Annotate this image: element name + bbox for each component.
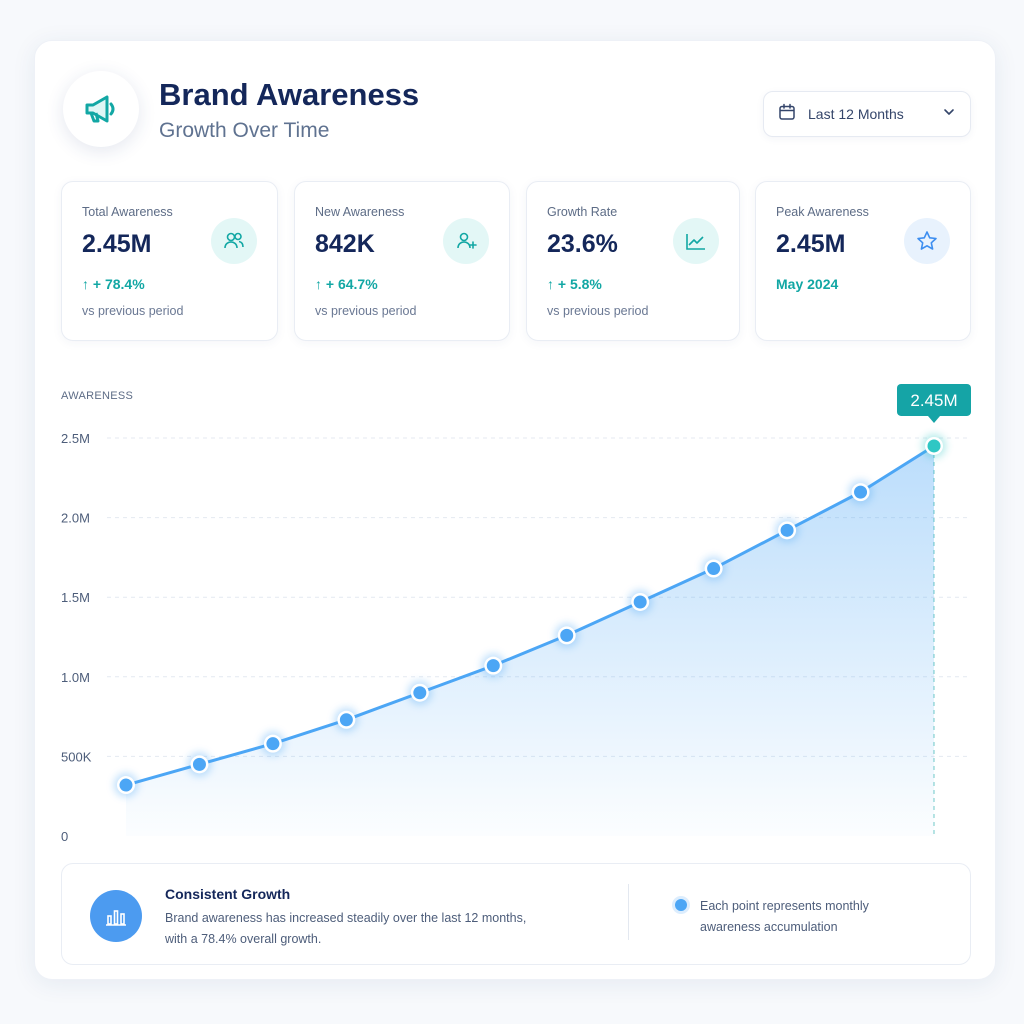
y-tick-label: 500K: [61, 749, 92, 764]
data-point: [560, 628, 574, 642]
stat-change: ↑ + 5.8%: [547, 276, 602, 292]
data-point: [486, 659, 500, 673]
dashboard-card: Brand Awareness Growth Over Time Last 12…: [34, 40, 996, 980]
y-tick-label: 1.0M: [61, 670, 90, 685]
chevron-down-icon: [942, 105, 956, 124]
data-point: [192, 757, 206, 771]
stat-note: vs previous period: [547, 304, 649, 318]
y-tick-label: 0: [61, 829, 68, 844]
page-subtitle: Growth Over Time: [159, 119, 330, 142]
calendar-icon: [778, 103, 796, 126]
user-plus-icon: [443, 218, 489, 264]
tooltip-pointer: [928, 415, 940, 423]
data-point: [780, 523, 794, 537]
y-tick-label: 1.5M: [61, 590, 90, 605]
insight-panel: Consistent Growth Brand awareness has in…: [61, 863, 971, 965]
tooltip-text: 2.45M: [910, 391, 957, 410]
stat-card-peak-awareness: Peak Awareness 2.45M May 2024: [755, 181, 971, 341]
value-tooltip: [897, 383, 971, 416]
date-range-dropdown[interactable]: Last 12 Months: [763, 91, 971, 137]
stat-card-growth-rate: Growth Rate 23.6% ↑ + 5.8% vs previous p…: [526, 181, 740, 341]
divider: [628, 884, 629, 940]
data-point: [119, 778, 133, 792]
stat-change: ↑ + 64.7%: [315, 276, 378, 292]
stat-label: Growth Rate: [547, 205, 618, 219]
stat-note: vs previous period: [82, 304, 184, 318]
date-range-label: Last 12 Months: [808, 106, 904, 122]
stat-value: 2.45M: [776, 230, 846, 258]
stat-label: Peak Awareness: [776, 205, 869, 219]
series-line: [125, 444, 935, 787]
stat-change: ↑ + 78.4%: [82, 276, 145, 292]
star-icon: [904, 218, 950, 264]
y-tick-label: 2.0M: [61, 511, 90, 526]
data-point: [266, 737, 280, 751]
data-point: [927, 439, 941, 453]
stat-note: vs previous period: [315, 304, 417, 318]
megaphone-icon: [63, 71, 139, 147]
data-point: [707, 562, 721, 576]
peak-date: May 2024: [776, 276, 839, 292]
page-title: Brand Awareness: [159, 77, 420, 112]
bar-chart-icon: [90, 890, 142, 942]
insight-text: Brand awareness has increased steadily o…: [165, 911, 527, 946]
data-point: [854, 485, 868, 499]
legend-text: Each point represents monthly awareness …: [700, 899, 869, 934]
stat-value: 23.6%: [547, 230, 618, 258]
stat-value: 2.45M: [82, 230, 152, 258]
data-point: [413, 686, 427, 700]
stat-value: 842K: [315, 230, 375, 258]
y-axis-title: AWARENESS: [61, 390, 134, 402]
y-tick-label: 2.5M: [61, 431, 90, 446]
data-point: [633, 595, 647, 609]
stat-label: New Awareness: [315, 205, 405, 219]
legend-dot: [675, 899, 687, 911]
stat-card-total-awareness: Total Awareness 2.45M ↑ + 78.4% vs previ…: [61, 181, 278, 341]
users-icon: [211, 218, 257, 264]
trend-up-icon: [673, 218, 719, 264]
area-fill: [126, 445, 934, 836]
stat-card-new-awareness: New Awareness 842K ↑ + 64.7% vs previous…: [294, 181, 510, 341]
data-point: [339, 713, 353, 727]
stat-label: Total Awareness: [82, 205, 173, 219]
insight-title: Consistent Growth: [165, 886, 291, 902]
